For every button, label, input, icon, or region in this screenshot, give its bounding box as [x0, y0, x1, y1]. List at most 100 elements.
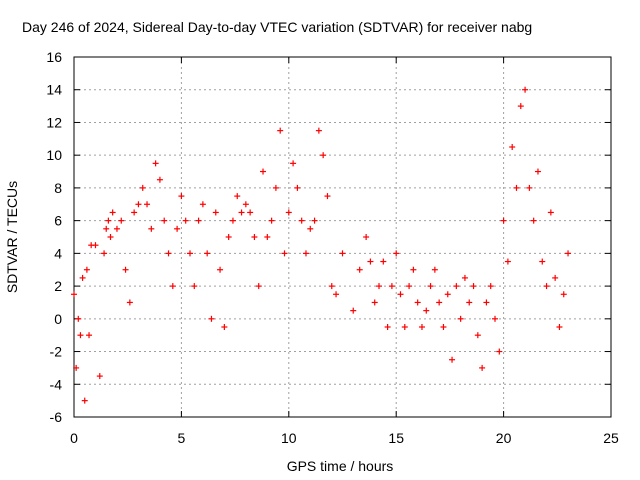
data-point: [311, 217, 318, 224]
data-point: [195, 217, 202, 224]
data-point: [285, 209, 292, 216]
data-point: [539, 258, 546, 265]
data-point: [71, 291, 77, 298]
data-point: [86, 332, 93, 339]
data-point: [333, 291, 340, 298]
data-point: [423, 307, 430, 314]
y-tick-label: 16: [46, 49, 62, 65]
y-tick-label: 4: [54, 245, 62, 261]
data-point: [384, 324, 391, 330]
data-point: [152, 160, 159, 167]
data-point: [517, 103, 524, 110]
data-point: [174, 225, 181, 232]
data-point: [371, 299, 378, 306]
x-tick-label: 20: [496, 430, 512, 446]
data-point: [221, 324, 228, 330]
data-point: [73, 364, 80, 371]
data-point: [208, 315, 215, 322]
data-point: [234, 193, 241, 200]
data-point: [255, 283, 262, 290]
data-point: [148, 225, 155, 232]
data-point: [96, 373, 103, 380]
data-point: [461, 274, 468, 281]
data-point: [418, 324, 425, 330]
data-point: [302, 250, 309, 257]
data-point: [547, 209, 554, 216]
data-point: [242, 201, 249, 208]
data-point: [513, 184, 520, 191]
data-point: [449, 356, 456, 363]
y-axis-title: SDTVAR / TECUs: [4, 181, 20, 293]
data-point: [109, 209, 116, 216]
data-point: [260, 168, 267, 175]
data-point: [272, 184, 279, 191]
data-point: [397, 291, 404, 298]
data-point: [165, 250, 172, 257]
x-tick-label: 10: [281, 430, 297, 446]
y-tick-label: -2: [50, 344, 63, 360]
data-point: [509, 144, 516, 150]
data-point: [431, 266, 438, 273]
data-point: [406, 283, 413, 290]
y-tick-label: 2: [54, 278, 62, 294]
data-point: [483, 299, 490, 306]
data-point: [79, 274, 86, 281]
data-point: [526, 184, 533, 191]
data-point: [500, 217, 507, 224]
data-point: [487, 283, 494, 290]
data-point: [156, 176, 163, 183]
data-point: [264, 234, 271, 240]
data-point: [281, 250, 288, 257]
data-point: [315, 127, 322, 134]
x-axis-title: GPS time / hours: [287, 458, 394, 474]
data-point: [131, 209, 138, 216]
data-point: [436, 299, 443, 306]
y-tick-label: 12: [46, 114, 62, 130]
data-point: [229, 217, 236, 224]
data-point: [75, 315, 82, 322]
data-point: [290, 160, 297, 167]
data-point: [217, 266, 224, 273]
y-tick-label: 10: [46, 147, 62, 163]
data-point: [107, 234, 114, 240]
data-point: [169, 283, 176, 290]
y-tick-label: 6: [54, 213, 62, 229]
data-point: [277, 127, 284, 134]
x-tick-label: 25: [603, 430, 619, 446]
data-point: [367, 258, 374, 265]
data-point: [81, 397, 88, 404]
data-point: [457, 315, 464, 322]
data-point: [410, 266, 417, 273]
data-point: [268, 217, 275, 224]
data-point: [161, 217, 168, 224]
data-point: [440, 324, 447, 330]
data-point: [324, 193, 331, 200]
y-tick-label: 14: [46, 82, 62, 98]
data-point: [453, 283, 460, 290]
data-point: [522, 86, 529, 93]
data-point: [83, 266, 90, 273]
data-point: [474, 332, 481, 339]
data-point: [504, 258, 511, 265]
data-point: [350, 307, 357, 314]
data-point: [199, 201, 206, 208]
data-point: [191, 283, 198, 290]
data-point: [427, 283, 434, 290]
data-point: [251, 234, 258, 240]
data-point: [556, 324, 563, 330]
data-point: [101, 250, 108, 257]
data-point: [135, 201, 142, 208]
data-point: [492, 315, 499, 322]
data-point: [534, 168, 541, 175]
data-point: [113, 225, 120, 232]
data-point: [103, 225, 110, 232]
data-point: [139, 184, 146, 191]
data-points: [71, 86, 572, 404]
plot-frame: [73, 56, 612, 418]
data-point: [122, 266, 129, 273]
data-point: [77, 332, 84, 339]
data-point: [565, 250, 572, 257]
data-point: [328, 283, 335, 290]
data-point: [414, 299, 421, 306]
